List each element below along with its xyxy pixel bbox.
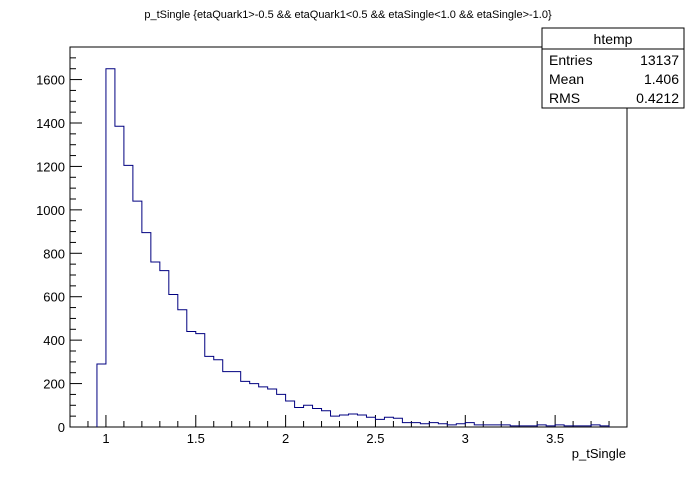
stats-entries-label: Entries: [549, 52, 593, 68]
y-tick-label: 1400: [36, 116, 65, 131]
stats-entries-value: 13137: [640, 52, 679, 68]
y-tick-label: 1200: [36, 159, 65, 174]
x-tick-label: 2: [282, 431, 289, 446]
y-tick-label: 400: [43, 333, 65, 348]
histogram-series-line: [96, 68, 610, 427]
y-axis: 0 200 400 600 800 1000 1200 1400 1600: [36, 46, 82, 435]
y-tick-label: 600: [43, 290, 65, 305]
chart-title: p_tSingle {etaQuark1>-0.5 && etaQuark1<0…: [144, 9, 552, 21]
stats-box: htemp Entries 13137 Mean 1.406 RMS 0.421…: [541, 27, 685, 109]
x-tick-label: 3: [462, 431, 469, 446]
x-tick-label: 2.5: [366, 431, 384, 446]
plot-frame: [69, 46, 628, 428]
y-tick-label: 200: [43, 377, 65, 392]
x-axis: 1 1.5 2 2.5 3 3.5: [69, 415, 628, 446]
y-tick-label: 1600: [36, 73, 65, 88]
stats-mean-label: Mean: [549, 71, 584, 87]
x-tick-label: 1: [102, 431, 109, 446]
x-tick-label: 1.5: [187, 431, 205, 446]
y-tick-label: 0: [58, 420, 65, 435]
stats-rms-label: RMS: [549, 90, 580, 106]
x-axis-label: p_tSingle: [572, 446, 626, 461]
stats-rms-value: 0.4212: [636, 90, 679, 106]
x-tick-label: 3.5: [546, 431, 564, 446]
y-tick-label: 1000: [36, 203, 65, 218]
stats-mean-value: 1.406: [644, 71, 679, 87]
stats-box-title: htemp: [594, 31, 633, 47]
y-tick-label: 800: [43, 246, 65, 261]
